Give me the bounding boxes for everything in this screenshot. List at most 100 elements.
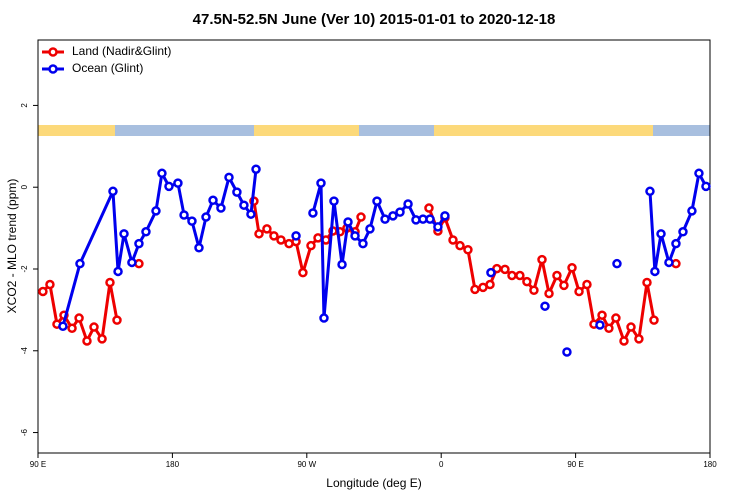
- point: [485, 279, 495, 290]
- y-axis-label: XCO2 - MLO trend (ppm): [5, 179, 19, 314]
- land-strip: [434, 125, 653, 136]
- point: [455, 240, 465, 251]
- point: [395, 207, 405, 217]
- point: [105, 277, 115, 288]
- y-tick-label: -4: [20, 347, 29, 355]
- point: [356, 212, 366, 222]
- point: [515, 270, 525, 281]
- point: [45, 279, 55, 290]
- point: [365, 224, 375, 234]
- point: [701, 181, 711, 192]
- point: [562, 347, 572, 357]
- point: [316, 178, 326, 188]
- x-tick-label: 0: [439, 460, 444, 469]
- point: [424, 203, 434, 213]
- point: [262, 224, 272, 234]
- point: [540, 301, 550, 311]
- point: [529, 285, 539, 296]
- point: [239, 200, 249, 210]
- point: [507, 270, 517, 281]
- point: [308, 208, 318, 218]
- point: [350, 231, 360, 241]
- point: [537, 254, 547, 265]
- x-tick-label: 180: [166, 460, 180, 469]
- point: [544, 288, 554, 299]
- point: [164, 181, 174, 192]
- point: [75, 258, 85, 269]
- point: [179, 210, 189, 220]
- point: [97, 334, 107, 344]
- point: [313, 233, 323, 243]
- point: [74, 313, 84, 323]
- chart-title: 47.5N-52.5N June (Ver 10) 2015-01-01 to …: [193, 11, 556, 28]
- point: [486, 267, 496, 278]
- point: [582, 279, 592, 290]
- point: [157, 168, 167, 179]
- point: [343, 217, 353, 227]
- point: [141, 227, 151, 237]
- point: [403, 199, 413, 209]
- point: [216, 203, 226, 213]
- point: [604, 323, 614, 334]
- point: [246, 209, 256, 219]
- point: [358, 238, 368, 249]
- point: [642, 277, 652, 288]
- point: [597, 310, 607, 320]
- point: [650, 266, 660, 277]
- legend-marker: [48, 64, 58, 74]
- x-tick-label: 90 W: [297, 460, 316, 469]
- legend-label: Ocean (Glint): [72, 61, 143, 75]
- point: [634, 334, 644, 344]
- point: [448, 235, 458, 245]
- ocean-strip: [115, 125, 254, 136]
- point: [595, 320, 605, 330]
- y-tick-label: 2: [20, 103, 29, 108]
- point: [108, 186, 118, 197]
- point: [574, 286, 584, 297]
- point: [678, 227, 688, 237]
- land-strip: [38, 125, 115, 136]
- point: [173, 178, 183, 188]
- point: [306, 240, 316, 251]
- point: [251, 164, 261, 174]
- point: [127, 257, 137, 268]
- plot-frame: [37, 39, 711, 454]
- land-strip: [254, 125, 359, 136]
- point: [687, 206, 697, 216]
- x-tick-label: 180: [703, 460, 717, 469]
- point: [38, 286, 48, 297]
- point: [224, 172, 234, 183]
- point: [58, 321, 68, 331]
- y-tick-label: 0: [20, 184, 29, 189]
- point: [611, 313, 621, 323]
- point: [440, 211, 450, 221]
- point: [254, 229, 264, 239]
- land-ocean-band: [38, 125, 710, 136]
- point: [291, 231, 301, 241]
- point: [113, 266, 123, 277]
- point: [567, 263, 577, 273]
- point: [67, 323, 77, 334]
- point: [112, 315, 122, 325]
- point: [612, 258, 622, 269]
- point: [119, 229, 129, 239]
- y-tick-label: -2: [20, 265, 29, 273]
- point: [388, 211, 398, 221]
- point: [232, 187, 242, 197]
- point: [626, 322, 636, 332]
- point: [649, 315, 659, 325]
- point: [319, 313, 329, 323]
- point: [194, 242, 204, 253]
- point: [134, 238, 144, 249]
- x-axis-label: Longitude (deg E): [326, 476, 421, 490]
- point: [151, 206, 161, 216]
- point: [89, 322, 99, 332]
- point: [433, 222, 443, 232]
- point: [664, 257, 674, 268]
- point: [425, 214, 435, 224]
- ocean-strip: [653, 125, 710, 136]
- legend-marker: [48, 47, 58, 57]
- point: [337, 259, 347, 270]
- point: [187, 216, 197, 226]
